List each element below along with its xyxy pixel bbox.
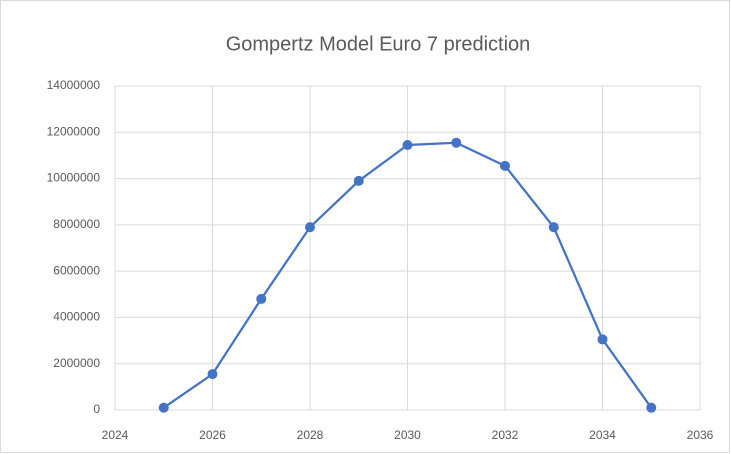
y-tick-label: 14000000 (47, 78, 101, 92)
y-tick-label: 2000000 (53, 356, 100, 370)
y-tick-label: 4000000 (53, 310, 100, 324)
y-tick-label: 12000000 (47, 124, 101, 138)
x-tick-label: 2030 (394, 428, 421, 442)
marker (353, 175, 364, 186)
marker (500, 160, 510, 171)
x-tick-label: 2032 (492, 428, 519, 442)
marker (256, 293, 267, 304)
x-tick-label: 2028 (297, 428, 324, 442)
y-tick-label: 0 (93, 402, 100, 416)
marker (305, 222, 315, 233)
y-tick-label: 6000000 (53, 263, 100, 277)
marker (548, 222, 559, 233)
y-tick-label: 10000000 (47, 171, 101, 185)
y-tick-label: 8000000 (53, 217, 100, 231)
marker (207, 369, 218, 380)
x-tick-label: 2036 (687, 428, 714, 442)
marker (451, 137, 462, 148)
marker (402, 140, 413, 151)
x-tick-label: 2026 (199, 428, 226, 442)
chart-title: Gompertz Model Euro 7 prediction (226, 33, 531, 55)
marker (158, 402, 169, 413)
marker (597, 334, 608, 345)
x-tick-label: 2034 (589, 428, 616, 442)
x-tick-label: 2024 (102, 428, 129, 442)
marker (646, 402, 657, 413)
